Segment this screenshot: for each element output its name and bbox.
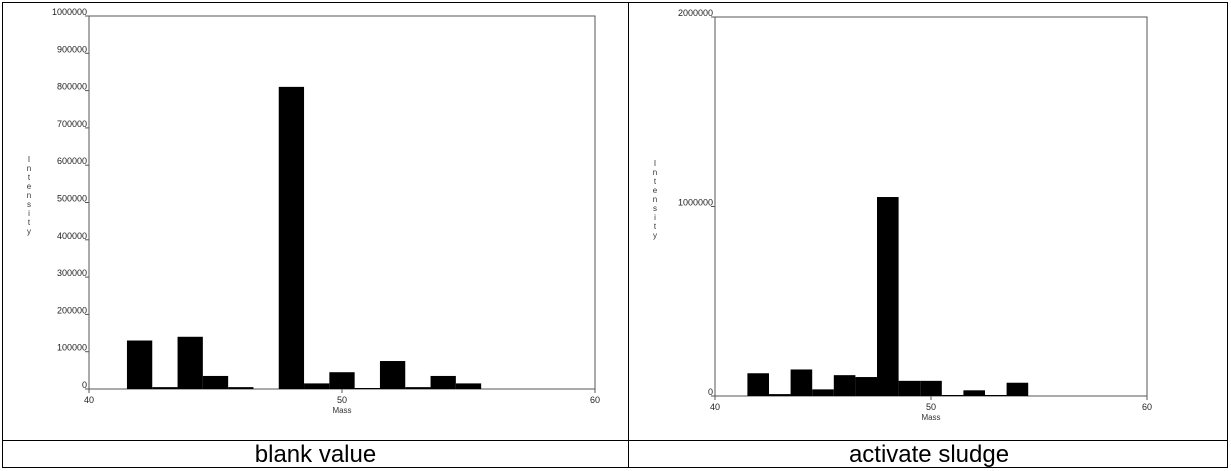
blank-value-bar-mass-48 <box>278 86 305 390</box>
activate-sludge-x-tick-label: 50 <box>926 402 936 412</box>
blank-value-bar-mass-45 <box>202 375 229 389</box>
chart-activate-sludge: 0 1000000 2000000 40 50 60 Mass I n t e n s i t y <box>653 8 1152 422</box>
blank-value-bar-mass-43 <box>152 387 178 389</box>
blank-value-bar-mass-52 <box>379 361 406 389</box>
blank-value-bar-mass-49 <box>304 383 330 389</box>
blank-value-x-tick-label: 50 <box>337 395 347 405</box>
blank-value-y-tick-label: 400000 <box>57 231 87 241</box>
row-divider <box>3 440 1227 441</box>
column-divider <box>628 3 629 467</box>
activate-sludge-x-tick-label: 60 <box>1142 402 1152 412</box>
activate-sludge-x-tick-label: 40 <box>710 402 720 412</box>
blank-value-y-tick-label: 100000 <box>57 343 87 353</box>
activate-sludge-bar-mass-45 <box>812 389 834 396</box>
caption-activate-sludge: activate sludge <box>848 441 1010 468</box>
blank-value-plot-frame <box>88 15 596 390</box>
blank-value-y-tick-label: 200000 <box>57 305 87 315</box>
activate-sludge-y-tick-label: 0 <box>708 387 713 397</box>
blank-value-y-tick-label: 1000000 <box>52 7 87 17</box>
blank-value-bar-mass-50 <box>329 372 355 389</box>
blank-value-bar-mass-53 <box>405 387 431 389</box>
activate-sludge-y-tick-label: 1000000 <box>678 198 713 208</box>
activate-sludge-bar-mass-47 <box>855 377 877 396</box>
blank-value-bar-mass-51 <box>354 388 380 389</box>
activate-sludge-x-axis-title: Mass <box>921 413 940 422</box>
blank-value-bar-mass-55 <box>455 383 482 389</box>
blank-value-y-tick-label: 700000 <box>57 119 87 129</box>
blank-value-y-tick-label: 300000 <box>57 268 87 278</box>
blank-value-x-tick-label: 60 <box>590 395 600 405</box>
activate-sludge-bar-mass-48 <box>877 197 899 396</box>
activate-sludge-y-tick-label: 2000000 <box>678 8 713 18</box>
activate-sludge-bar-mass-51 <box>941 395 964 396</box>
blank-value-bar-mass-54 <box>430 375 456 389</box>
activate-sludge-bar-mass-49 <box>898 380 921 396</box>
activate-sludge-bar-mass-42 <box>747 373 769 396</box>
activate-sludge-bar-mass-46 <box>833 375 856 396</box>
activate-sludge-bar-mass-44 <box>790 369 813 396</box>
activate-sludge-bar-mass-52 <box>963 390 985 396</box>
blank-value-y-tick-label: 0 <box>82 380 87 390</box>
blank-value-bar-mass-44 <box>177 336 203 389</box>
blank-value-y-tick-label: 500000 <box>57 194 87 204</box>
activate-sludge-plot-frame <box>714 16 1148 397</box>
blank-value-bar-mass-46 <box>228 387 254 389</box>
blank-value-y-tick-label: 600000 <box>57 156 87 166</box>
activate-sludge-bar-mass-53 <box>985 395 1007 396</box>
caption-blank-value: blank value <box>254 441 377 468</box>
chart-blank-value: 0 100000 200000 300000 400000 500000 600000 700… <box>27 7 600 415</box>
activate-sludge-bar-mass-50 <box>920 380 942 396</box>
blank-value-x-tick-label: 40 <box>84 395 94 405</box>
blank-value-bar-mass-42 <box>126 340 153 389</box>
activate-sludge-bar-mass-54 <box>1006 382 1029 396</box>
blank-value-y-tick-label: 900000 <box>57 44 87 54</box>
blank-value-x-axis-title: Mass <box>332 406 351 415</box>
blank-value-y-tick-label: 800000 <box>57 82 87 92</box>
activate-sludge-bar-mass-43 <box>769 394 791 396</box>
